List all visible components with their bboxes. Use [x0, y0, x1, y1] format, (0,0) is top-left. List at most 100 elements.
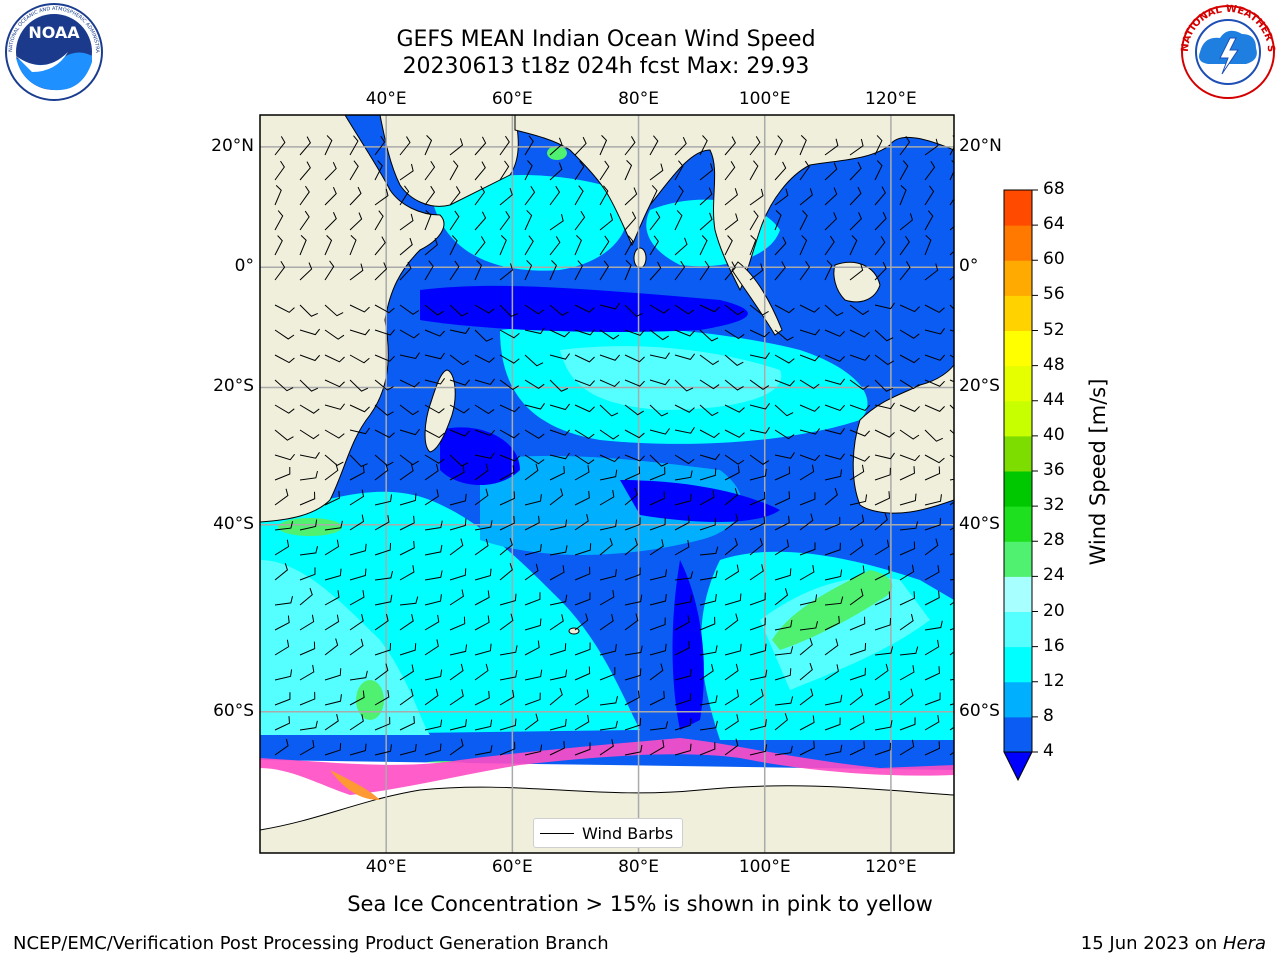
wind-barb — [299, 641, 316, 656]
wind-barb — [449, 354, 469, 366]
wind-barb — [299, 210, 310, 231]
wind-barb — [499, 454, 520, 462]
calm-subtropical — [620, 480, 780, 522]
wind-barb — [574, 689, 590, 706]
wind-barb — [449, 689, 464, 706]
wind-barb — [824, 694, 843, 706]
wind-barb — [599, 260, 610, 281]
wind-barb — [599, 469, 618, 481]
colorbar-tick-label: 16 — [1043, 635, 1065, 656]
wind-barb — [499, 329, 520, 339]
wind-barb — [374, 744, 392, 756]
wind-barb — [549, 429, 571, 436]
wind-barb — [899, 185, 907, 206]
wind-barb — [649, 454, 669, 467]
wind-barb — [399, 428, 421, 436]
wind-barb — [724, 488, 738, 506]
wind-barb — [499, 379, 520, 391]
wind-barb — [649, 491, 666, 506]
wind-barb — [349, 590, 365, 606]
wind-barb — [849, 138, 864, 156]
wind-barb — [449, 138, 464, 156]
wind-barb — [774, 568, 792, 581]
wind-barb — [674, 404, 695, 413]
wind-barb — [899, 521, 919, 531]
wind-barb — [274, 539, 290, 556]
wind-barb — [374, 354, 395, 362]
wind-barb — [649, 135, 659, 156]
wind-barb — [424, 237, 438, 256]
wind-barb — [549, 213, 564, 231]
wind-barb — [499, 304, 518, 318]
colorbar-tick-label: 48 — [1043, 354, 1065, 375]
wind-barb — [874, 691, 890, 706]
footer-right: 15 Jun 2023 on Hera — [1081, 933, 1266, 954]
wind-barb — [599, 404, 619, 417]
wind-barb — [624, 404, 644, 416]
wind-barb — [799, 454, 821, 462]
wind-barb — [699, 260, 710, 281]
wind-barb — [574, 742, 591, 756]
footer-date: 15 Jun 2023 on — [1080, 933, 1223, 954]
wind-barb — [374, 304, 395, 314]
wind-barb — [374, 642, 392, 656]
wind-barb — [549, 185, 561, 206]
wind-barb — [724, 613, 739, 631]
wind-barb — [749, 136, 761, 156]
wind-barb — [424, 463, 439, 481]
wind-barb — [474, 745, 493, 756]
wind-barb — [299, 614, 315, 631]
wind-barb — [399, 643, 417, 656]
wind-barb — [524, 403, 545, 410]
wind-barb — [799, 304, 820, 313]
wind-barb — [574, 379, 596, 387]
wind-barb — [449, 429, 470, 437]
colorbar-tick-label: 12 — [1043, 670, 1065, 691]
colorbar-segment — [1004, 330, 1032, 367]
wind-barb — [524, 618, 542, 631]
wind-barb — [824, 162, 838, 181]
colorbar-tick-label: 68 — [1043, 179, 1065, 199]
wind-barb — [874, 742, 891, 756]
wind-barb — [524, 463, 539, 481]
wind-barb — [749, 352, 770, 360]
wind-barb — [549, 353, 570, 360]
wind-barb — [724, 136, 736, 156]
wind-barb — [549, 379, 568, 392]
wind-barb — [424, 669, 443, 681]
wind-barb — [324, 568, 342, 581]
wind-barb — [299, 740, 315, 756]
wind-barb — [699, 404, 719, 417]
wind-barb — [774, 646, 794, 656]
wind-barb — [399, 237, 413, 256]
wind-barb — [874, 186, 886, 206]
wind-barb — [724, 454, 745, 465]
wind-barb — [724, 213, 739, 231]
borneo-land — [833, 261, 881, 303]
wind-barb — [324, 304, 344, 317]
wind-barb — [824, 569, 843, 581]
wind-barb — [499, 354, 520, 364]
wind-barb — [874, 720, 893, 731]
wind-barb — [549, 643, 567, 656]
wind-barb — [399, 614, 414, 631]
wind-barb — [724, 235, 733, 256]
wind-barb — [399, 565, 415, 581]
wind-barb — [599, 590, 615, 606]
calm-equator — [420, 285, 748, 332]
wind-barb — [499, 516, 515, 531]
colorbar-tick-label: 52 — [1043, 319, 1065, 340]
wind-barb — [749, 719, 767, 731]
wind-barb — [399, 596, 419, 606]
sea-ice-note: Sea Ice Concentration > 15% is shown in … — [347, 892, 933, 916]
wind-barb — [849, 494, 868, 506]
wind-barb — [499, 562, 513, 581]
wind-barb — [274, 716, 290, 731]
wind-barb — [549, 594, 568, 606]
wind-barb — [674, 594, 693, 606]
wind-barb — [774, 188, 789, 206]
wind-barb — [624, 668, 642, 681]
wind-barb — [674, 743, 692, 756]
wind-barb — [674, 304, 695, 315]
colorbar-tick-label: 44 — [1043, 389, 1065, 410]
